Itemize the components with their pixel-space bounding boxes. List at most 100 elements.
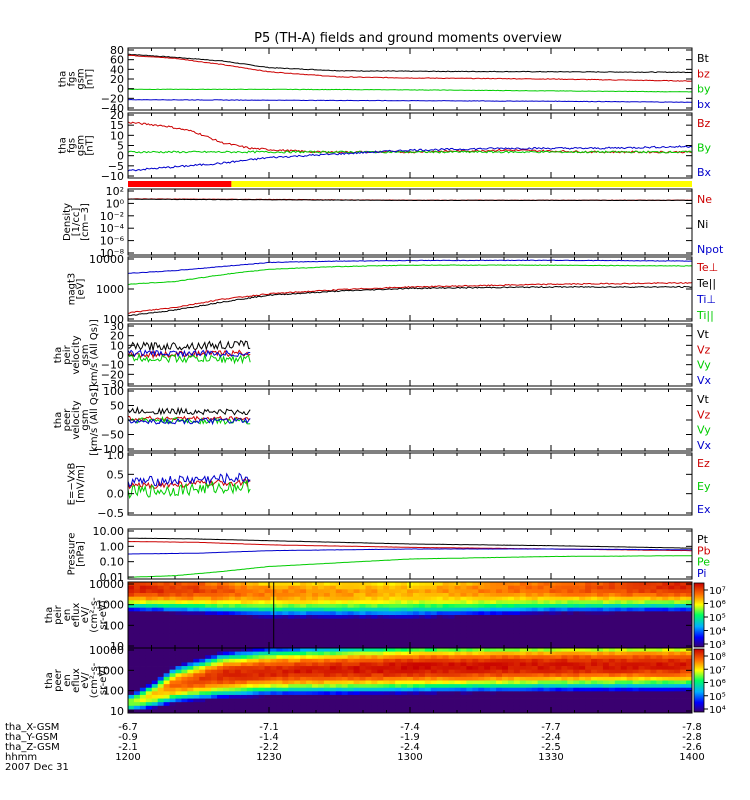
spectrogram-cell bbox=[585, 611, 592, 616]
spectrogram-cell bbox=[365, 622, 372, 627]
spectrogram-cell bbox=[139, 694, 147, 699]
spectrogram-cell bbox=[507, 651, 515, 656]
spectrogram-cell bbox=[139, 582, 147, 587]
spectrogram-cell bbox=[139, 658, 147, 663]
spectrogram-cell bbox=[288, 694, 295, 699]
spectrogram-cell bbox=[151, 629, 159, 634]
spectrogram-cell bbox=[300, 585, 307, 590]
spectrogram-cell bbox=[377, 600, 384, 605]
spectrogram-cell bbox=[323, 633, 331, 638]
spectrogram-cell bbox=[412, 593, 420, 598]
spectrogram-cell bbox=[418, 637, 426, 642]
spectrogram-cell bbox=[145, 687, 153, 692]
spectrogram-cell bbox=[513, 618, 521, 623]
spectrogram-cell bbox=[306, 709, 313, 714]
spectrogram-cell bbox=[525, 615, 533, 620]
spectrogram-cell bbox=[632, 709, 639, 714]
spectrogram-cell bbox=[377, 666, 384, 671]
spectrogram-cell bbox=[205, 637, 212, 642]
spectrogram-cell bbox=[644, 662, 651, 667]
spectrogram-cell bbox=[169, 626, 176, 631]
spectrogram-cell bbox=[128, 676, 135, 681]
spectrogram-cell bbox=[133, 676, 141, 681]
spectrogram-cell bbox=[507, 680, 515, 685]
spectrogram-cell bbox=[199, 611, 206, 616]
spectrogram-cell bbox=[157, 596, 165, 601]
spectrogram-cell bbox=[205, 648, 212, 653]
spectrogram-cell bbox=[513, 611, 521, 616]
spectrogram-cell bbox=[252, 582, 260, 587]
legend-entry: Npot bbox=[697, 243, 724, 256]
spectrogram-cell bbox=[151, 680, 159, 685]
spectrogram-cell bbox=[169, 593, 176, 598]
spectrogram-cell bbox=[341, 604, 349, 609]
spectrogram-cell bbox=[519, 669, 527, 674]
spectrogram-cell bbox=[472, 655, 479, 660]
series-line-vx bbox=[128, 417, 251, 426]
spectrogram-cell bbox=[454, 640, 461, 645]
spectrogram-cell bbox=[187, 593, 194, 598]
spectrogram-cell bbox=[418, 629, 426, 634]
spectrogram-cell bbox=[632, 666, 639, 671]
spectrogram-cell bbox=[163, 702, 170, 707]
spectrogram-cell bbox=[157, 651, 165, 656]
spectrogram-cell bbox=[222, 676, 230, 681]
spectrogram-cell bbox=[258, 618, 265, 623]
spectrogram-cell bbox=[211, 589, 218, 594]
spectrogram-cell bbox=[644, 651, 651, 656]
spectrogram-cell bbox=[169, 618, 176, 623]
spectrogram-cell bbox=[175, 694, 182, 699]
spectrogram-cell bbox=[151, 615, 159, 620]
spectrogram-cell bbox=[228, 604, 236, 609]
spectrogram-cell bbox=[490, 709, 497, 714]
spectrogram-cell bbox=[537, 666, 544, 671]
spectrogram-cell bbox=[228, 709, 236, 714]
spectrogram-cell bbox=[389, 637, 396, 642]
spectrogram-cell bbox=[632, 582, 639, 587]
spectrogram-cell bbox=[585, 607, 592, 612]
spectrogram-cell bbox=[407, 687, 414, 692]
spectrogram-cell bbox=[187, 582, 194, 587]
spectrogram-cell bbox=[294, 662, 301, 667]
spectrogram-cell bbox=[276, 687, 283, 692]
spectrogram-cell bbox=[175, 607, 182, 612]
spectrogram-cell bbox=[632, 644, 639, 649]
spectrogram-cell bbox=[264, 691, 271, 696]
spectrogram-cell bbox=[270, 648, 277, 653]
spectrogram-cell bbox=[454, 658, 461, 663]
spectrogram-cell bbox=[537, 626, 544, 631]
spectrogram-cell bbox=[228, 626, 236, 631]
spectrogram-cell bbox=[668, 705, 675, 710]
spectrogram-cell bbox=[312, 655, 319, 660]
spectrogram-cell bbox=[531, 582, 539, 587]
spectrogram-cell bbox=[573, 607, 580, 612]
spectrogram-cell bbox=[507, 640, 515, 645]
spectrogram-cell bbox=[579, 709, 586, 714]
spectrogram-cell bbox=[507, 687, 515, 692]
spectrogram-cell bbox=[632, 669, 639, 674]
spectrogram-cell bbox=[157, 684, 165, 689]
spectrogram-cell bbox=[175, 680, 182, 685]
spectrogram-cell bbox=[614, 655, 622, 660]
spectrogram-cell bbox=[282, 648, 289, 653]
spectrogram-cell bbox=[211, 622, 218, 627]
spectrogram-cell bbox=[234, 684, 242, 689]
spectrogram-cell bbox=[680, 582, 687, 587]
y-axis-label-line: [mV/m] bbox=[76, 465, 87, 503]
spectrogram-cell bbox=[222, 611, 230, 616]
spectrogram-cell bbox=[543, 676, 550, 681]
spectrogram-cell bbox=[163, 622, 170, 627]
spectrogram-cell bbox=[389, 662, 396, 667]
spectrogram-cell bbox=[383, 626, 390, 631]
spectrogram-cell bbox=[591, 607, 598, 612]
spectrogram-cell bbox=[418, 691, 426, 696]
spectrogram-cell bbox=[620, 687, 628, 692]
spectrogram-cell bbox=[680, 676, 687, 681]
spectrogram-cell bbox=[300, 662, 307, 667]
spectrogram-cell bbox=[573, 702, 580, 707]
spectrogram-cell bbox=[276, 658, 283, 663]
spectrogram-cell bbox=[276, 666, 283, 671]
spectrogram-cell bbox=[567, 662, 574, 667]
spectrogram-cell bbox=[430, 694, 438, 699]
spectrogram-cell bbox=[597, 709, 604, 714]
